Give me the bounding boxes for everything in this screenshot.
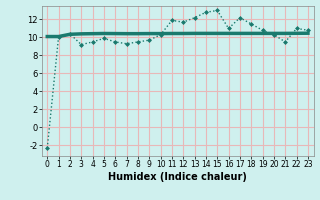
X-axis label: Humidex (Indice chaleur): Humidex (Indice chaleur) xyxy=(108,172,247,182)
